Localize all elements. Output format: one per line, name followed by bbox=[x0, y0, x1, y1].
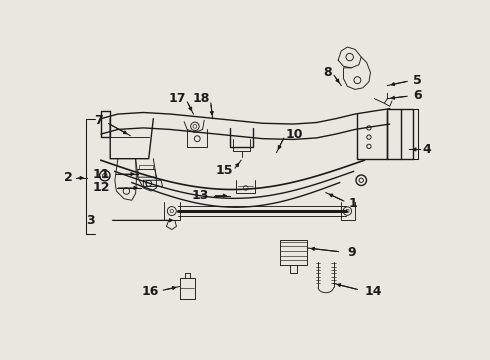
Text: 6: 6 bbox=[413, 89, 421, 102]
Text: 10: 10 bbox=[286, 127, 303, 140]
Text: 9: 9 bbox=[347, 246, 356, 259]
Text: 11: 11 bbox=[93, 168, 110, 181]
Text: 16: 16 bbox=[141, 285, 159, 298]
Text: 13: 13 bbox=[192, 189, 209, 202]
Text: 14: 14 bbox=[364, 285, 382, 298]
Text: 12: 12 bbox=[93, 181, 110, 194]
Text: 18: 18 bbox=[193, 92, 210, 105]
Text: 5: 5 bbox=[413, 74, 421, 87]
Text: 4: 4 bbox=[423, 143, 432, 156]
Text: 17: 17 bbox=[168, 92, 186, 105]
Text: 8: 8 bbox=[323, 66, 332, 79]
Text: 15: 15 bbox=[216, 164, 233, 177]
Text: 1: 1 bbox=[349, 197, 358, 210]
Text: 2: 2 bbox=[64, 171, 73, 184]
Text: 3: 3 bbox=[86, 214, 95, 227]
Text: 7: 7 bbox=[94, 114, 102, 127]
